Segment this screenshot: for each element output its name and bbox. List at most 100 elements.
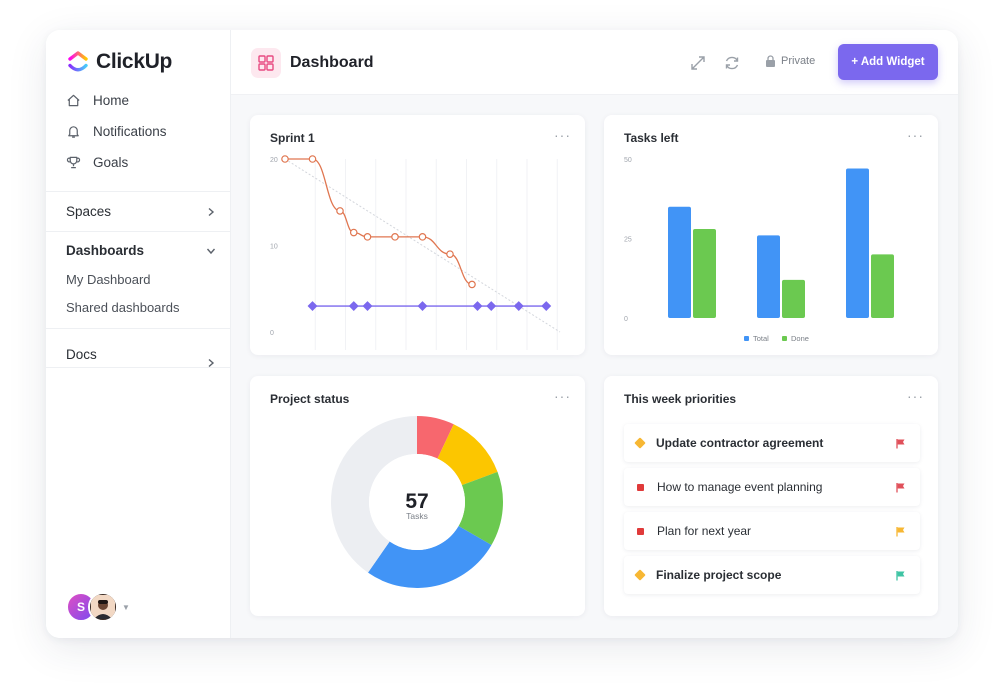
user-avatars[interactable]: S ▼ (66, 592, 130, 622)
caret-down-icon[interactable]: ▼ (122, 602, 130, 612)
sidebar-item-shared-dashboards[interactable]: Shared dashboards (66, 300, 180, 315)
scope-point (362, 301, 373, 311)
widget-tasks-left: 50 25 0 Total Done Tasks left ··· (604, 115, 938, 355)
widget-title: This week priorities (624, 392, 737, 406)
burndown-point (391, 233, 399, 241)
privacy-label: Private (781, 55, 816, 67)
burndown-point (308, 155, 317, 163)
y-tick-label: 10 (270, 244, 278, 251)
burndown-point (363, 233, 372, 241)
priority-item[interactable]: Plan for next year (624, 512, 920, 550)
expand-icon[interactable] (689, 54, 707, 72)
priority-square-icon (637, 483, 644, 491)
chevron-right-icon (208, 358, 215, 368)
section-label: Dashboards (66, 243, 145, 258)
sidebar-section-dashboards[interactable]: Dashboards (66, 243, 216, 258)
flag-icon[interactable] (895, 482, 906, 493)
burndown-point (468, 280, 476, 289)
widget-priorities: This week priorities ··· Update contract… (604, 376, 938, 616)
bar-done (871, 254, 894, 318)
dashboard-icon (251, 48, 281, 78)
more-options-icon[interactable]: ··· (907, 388, 924, 404)
sidebar-section-spaces[interactable]: Spaces (66, 204, 216, 219)
sidebar-section-docs[interactable]: Docs (66, 340, 216, 368)
bar-total (668, 206, 691, 318)
more-options-icon[interactable]: ··· (554, 127, 571, 143)
home-icon (67, 94, 80, 107)
burndown-point (446, 250, 454, 258)
avatar-photo[interactable] (88, 592, 118, 622)
scope-point (486, 301, 497, 311)
refresh-icon[interactable] (723, 54, 741, 72)
more-options-icon[interactable]: ··· (554, 388, 571, 404)
divider (46, 328, 230, 329)
flag-icon[interactable] (895, 526, 906, 537)
y-tick-label: 50 (624, 157, 632, 164)
sidebar-item-notifications[interactable]: Notifications (66, 124, 167, 139)
priority-label: Update contractor agreement (656, 436, 824, 450)
more-options-icon[interactable]: ··· (907, 127, 924, 143)
sidebar-item-label: Goals (93, 155, 129, 170)
sidebar-item-label: Home (93, 93, 130, 108)
legend-label: Done (791, 334, 809, 343)
sidebar: ClickUp Home Notifications Goals Spaces … (46, 30, 231, 638)
center-value: 57 (405, 490, 428, 513)
donut-hole (369, 454, 465, 550)
priority-item[interactable]: How to manage event planning (624, 468, 920, 506)
sidebar-item-home[interactable]: Home (66, 93, 129, 108)
burndown-point (418, 233, 427, 241)
logo[interactable]: ClickUp (66, 50, 172, 74)
scope-point (307, 301, 318, 311)
burndown-point (336, 207, 344, 215)
flag-icon[interactable] (895, 570, 906, 581)
y-tick-label: 0 (270, 330, 274, 337)
section-label: Spaces (66, 204, 112, 219)
widget-title: Sprint 1 (270, 131, 315, 145)
scope-point (541, 301, 552, 311)
chevron-down-icon (206, 248, 216, 254)
bar-total (846, 168, 869, 318)
bell-icon (68, 126, 79, 138)
widget-title: Project status (270, 392, 350, 406)
logo-text: ClickUp (96, 50, 173, 73)
burndown-point (281, 155, 289, 163)
lock-icon (766, 55, 775, 67)
privacy-toggle[interactable]: Private (765, 55, 815, 67)
dashboard-grid: 20 10 0 Sprint 1 ··· 50 25 0 Total Done Tasks … (231, 95, 958, 638)
clickup-logo-icon (68, 51, 88, 72)
priority-item[interactable]: Update contractor agreement (624, 424, 920, 462)
divider (46, 367, 230, 368)
y-tick-label: 20 (270, 157, 278, 164)
priority-diamond-icon (634, 569, 646, 581)
pie-slice (417, 416, 454, 459)
divider (46, 231, 230, 232)
sidebar-item-goals[interactable]: Goals (66, 155, 128, 170)
y-tick-label: 25 (624, 237, 632, 244)
sprint-chart: 20 10 0 (270, 155, 561, 350)
add-widget-button[interactable]: + Add Widget (838, 44, 938, 80)
legend-label: Total (753, 334, 769, 343)
burndown-point (349, 228, 358, 237)
bar-done (782, 279, 805, 318)
widget-project-status: 57 Tasks Project status ··· (250, 376, 585, 616)
y-tick-label: 0 (624, 316, 628, 323)
trophy-icon (66, 156, 81, 169)
pie-slice (437, 424, 498, 486)
pie-slice (367, 526, 492, 588)
sidebar-item-my-dashboard[interactable]: My Dashboard (66, 272, 151, 287)
scope-point (472, 301, 483, 311)
priority-item[interactable]: Finalize project scope (624, 556, 920, 594)
flag-icon[interactable] (895, 438, 906, 449)
legend-swatch (782, 336, 787, 341)
priority-label: Plan for next year (657, 524, 752, 538)
scope-point (417, 301, 428, 311)
priority-diamond-icon (634, 437, 646, 449)
widget-sprint: 20 10 0 Sprint 1 ··· (250, 115, 585, 355)
widget-title: Tasks left (624, 131, 679, 145)
section-label: Docs (66, 346, 97, 362)
bar-total (757, 235, 780, 318)
priority-label: Finalize project scope (656, 568, 782, 582)
tasks-left-chart: 50 25 0 Total Done (624, 157, 894, 343)
bar-done (693, 228, 716, 318)
